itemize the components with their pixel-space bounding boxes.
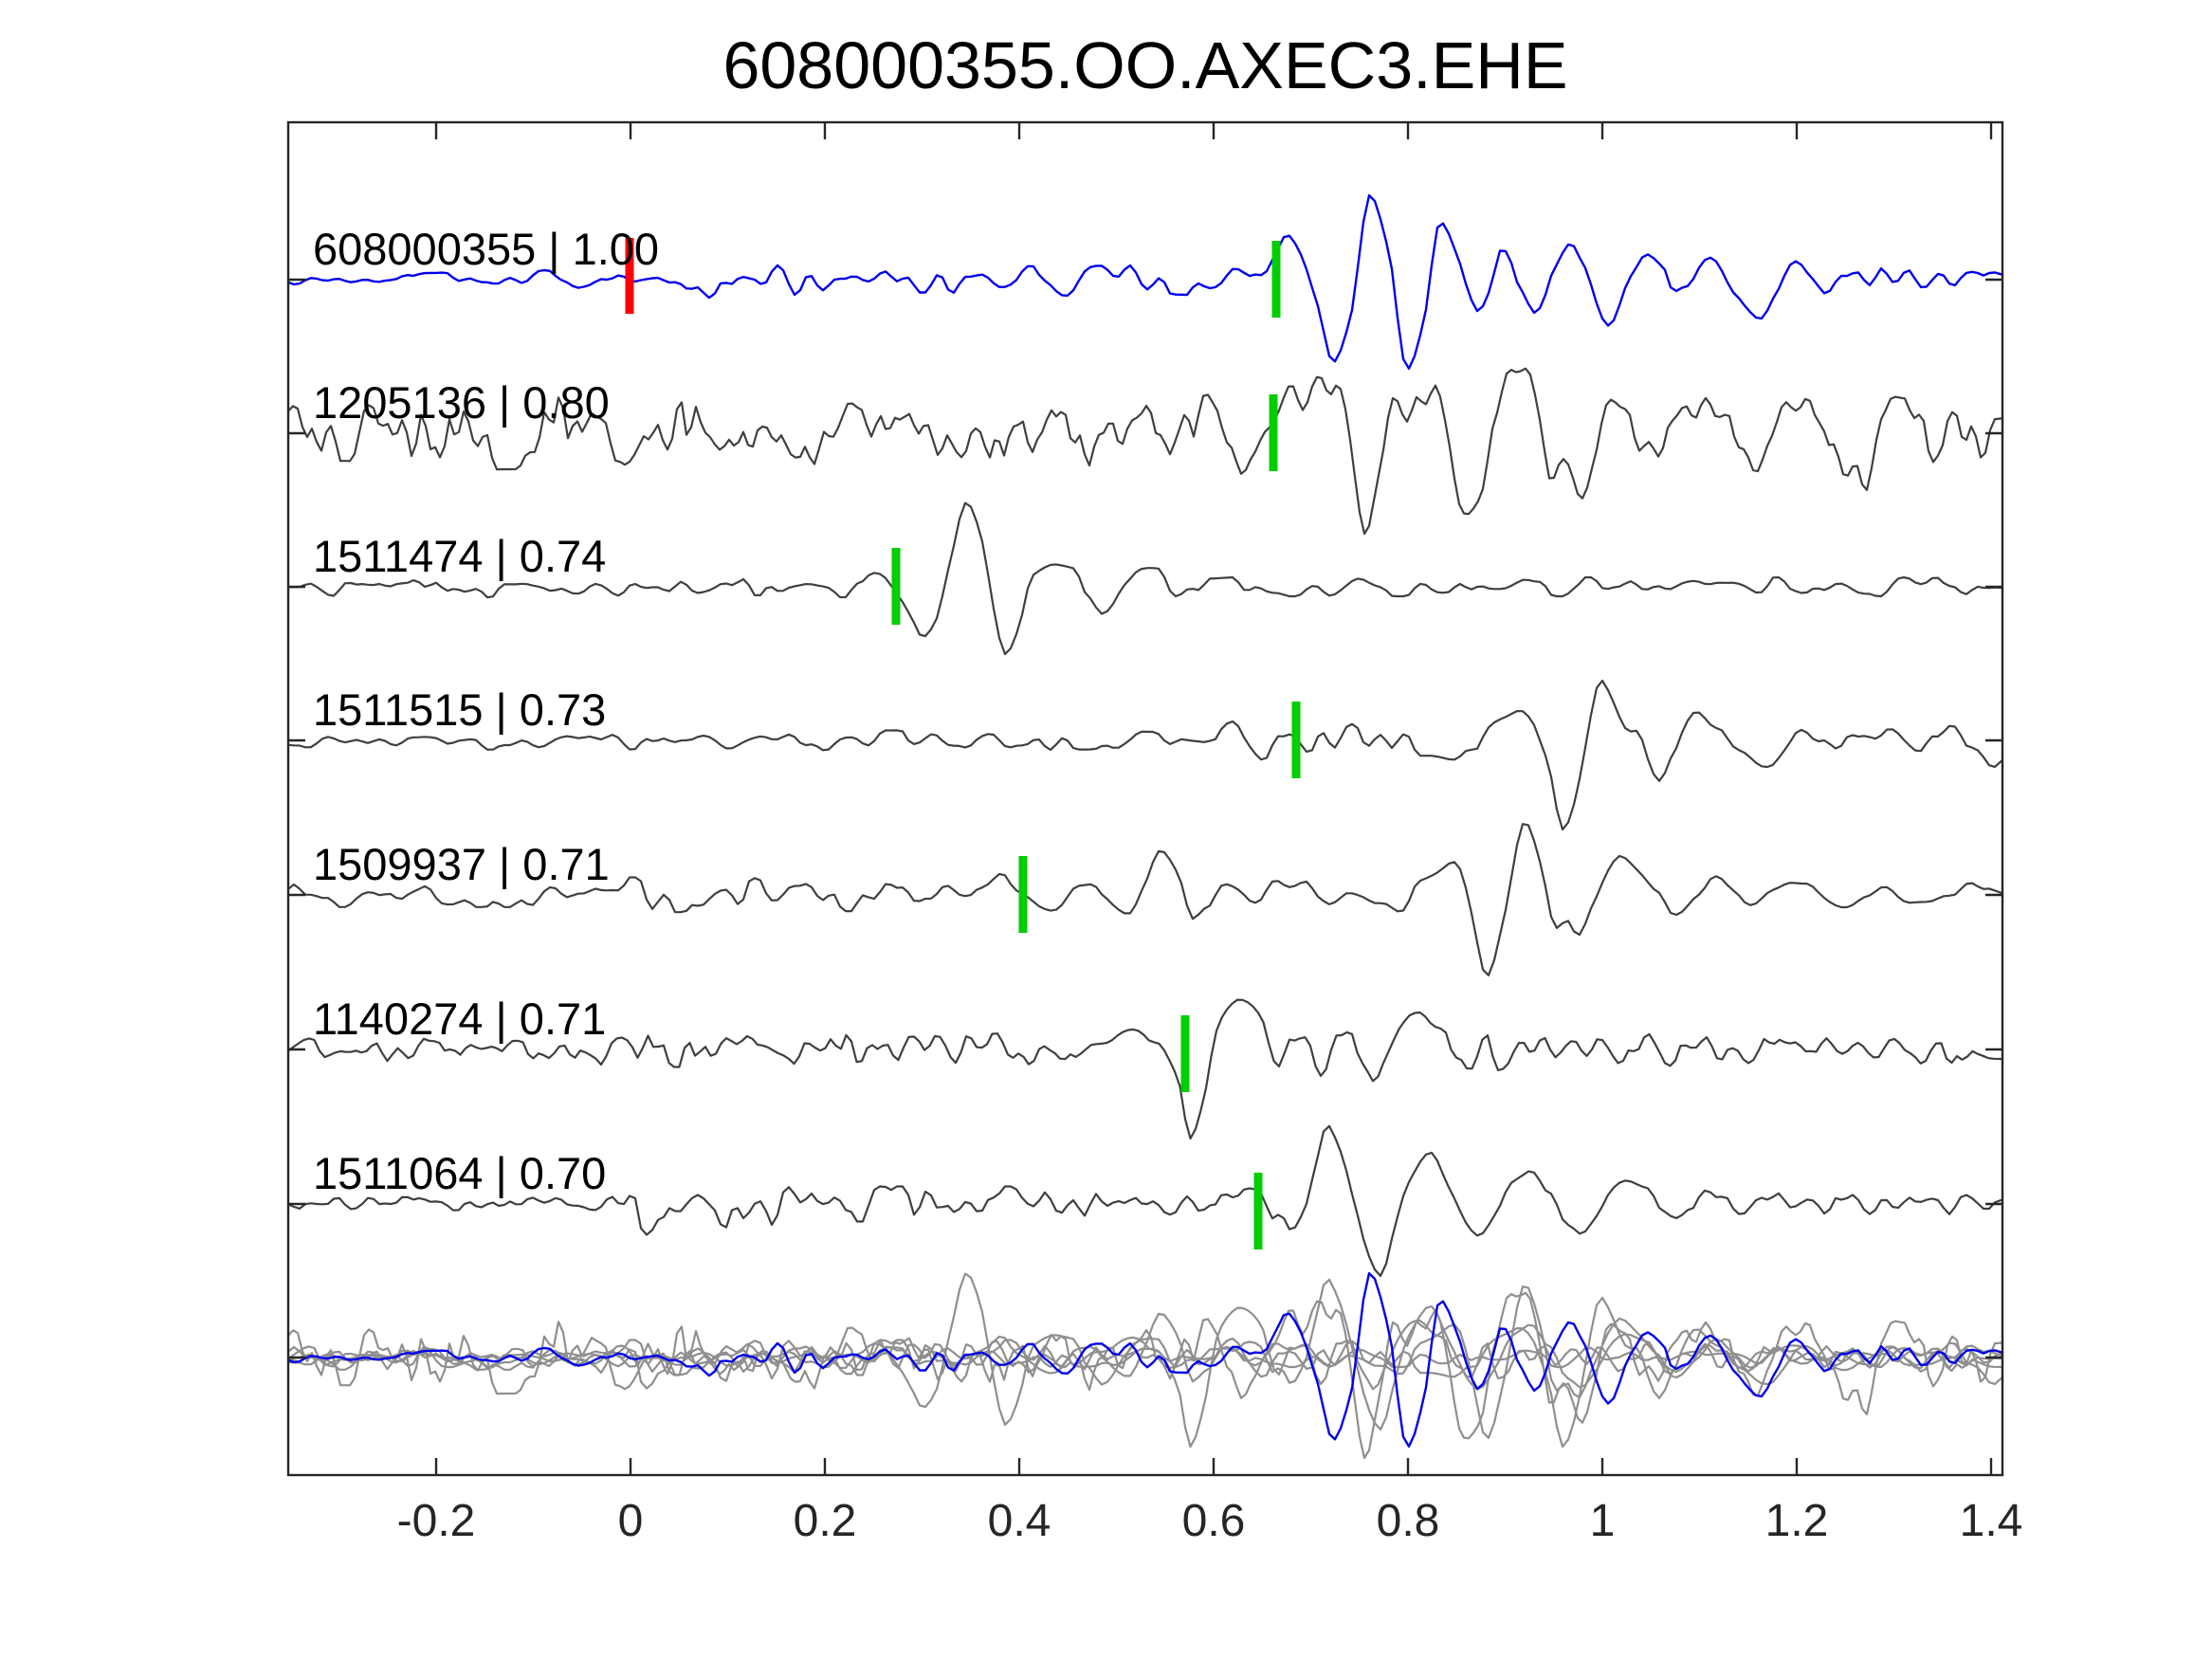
svg-text:1: 1 [1590, 1496, 1616, 1546]
svg-text:1511474 | 0.74: 1511474 | 0.74 [313, 531, 606, 581]
svg-text:1.2: 1.2 [1765, 1496, 1829, 1546]
svg-text:0.6: 0.6 [1182, 1496, 1246, 1546]
svg-text:-0.2: -0.2 [397, 1496, 476, 1546]
svg-text:608000355.OO.AXEC3.EHE: 608000355.OO.AXEC3.EHE [722, 28, 1567, 102]
svg-text:1511515 | 0.73: 1511515 | 0.73 [313, 684, 606, 735]
svg-text:1511064 | 0.70: 1511064 | 0.70 [313, 1148, 606, 1198]
svg-text:0: 0 [618, 1496, 644, 1546]
svg-text:0.2: 0.2 [794, 1496, 857, 1546]
svg-text:1140274 | 0.71: 1140274 | 0.71 [313, 994, 606, 1044]
svg-text:1205136 | 0.80: 1205136 | 0.80 [313, 377, 610, 428]
svg-text:608000355 | 1.00: 608000355 | 1.00 [313, 224, 659, 274]
svg-text:1509937 | 0.71: 1509937 | 0.71 [313, 839, 610, 889]
svg-text:0.4: 0.4 [988, 1496, 1051, 1546]
svg-text:1.4: 1.4 [1960, 1496, 2023, 1546]
svg-text:0.8: 0.8 [1377, 1496, 1440, 1546]
